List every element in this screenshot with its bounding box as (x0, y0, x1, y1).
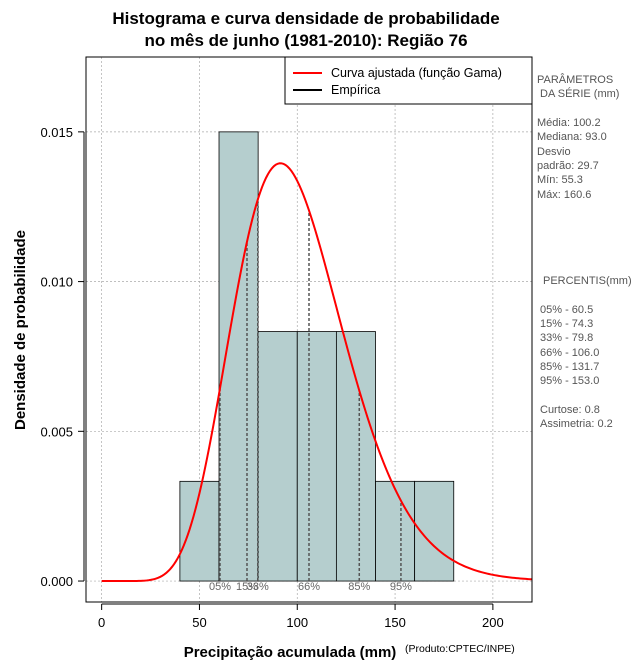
percentis-title: PERCENTIS(mm) (543, 275, 632, 287)
percentis-panel: PERCENTIS(mm) 05% - 60.5 15% - 74.3 33% … (540, 275, 632, 430)
params-title-2: DA SÉRIE (mm) (540, 87, 619, 100)
assimetria: Assimetria: 0.2 (540, 418, 613, 430)
param-mediana: Mediana: 93.0 (537, 131, 607, 143)
histogram-bar-5 (375, 480, 416, 582)
histogram-bar-4 (335, 331, 376, 582)
chart-title-line1: Histograma e curva densidade de probabil… (112, 9, 499, 28)
credit-text: (Produto:CPTEC/INPE) (405, 643, 515, 655)
gamma-curve (101, 162, 533, 583)
legend-box (284, 56, 533, 105)
percentil-05: 05% - 60.5 (540, 304, 593, 316)
params-title-1: PARÂMETROS (537, 73, 613, 86)
x-tick-label-0: 0 (98, 615, 105, 630)
chart-title-line2: no mês de junho (1981-2010): Região 76 (144, 31, 467, 50)
y-tick-label-2: 0.010 (40, 275, 73, 290)
y-axis: 0.000 0.005 0.010 0.015 (40, 125, 85, 589)
legend-empirical-label: Empírica (331, 83, 380, 97)
percentil-66: 66% - 106.0 (540, 347, 599, 359)
legend: Curva ajustada (função Gama) Empírica (284, 56, 533, 105)
curtose: Curtose: 0.8 (540, 404, 600, 416)
percentile-label-5: 95% (390, 581, 412, 593)
y-tick-label-3: 0.015 (40, 125, 73, 140)
param-min: Mín: 55.3 (537, 174, 583, 186)
gamma-curve-layer (101, 162, 533, 583)
x-tick-label-2: 100 (286, 615, 308, 630)
histogram-bar-3 (296, 331, 337, 582)
y-axis-label: Densidade de probabilidade (12, 230, 29, 430)
histogram-bar-6 (414, 480, 455, 582)
percentile-label-2: 33% (247, 581, 269, 593)
x-tick-label-3: 150 (384, 615, 406, 630)
percentil-85: 85% - 131.7 (540, 361, 599, 373)
x-tick-label-4: 200 (482, 615, 504, 630)
percentil-15: 15% - 74.3 (540, 318, 593, 330)
x-tick-label-1: 50 (192, 615, 206, 630)
x-axis: 0 50 100 150 200 (98, 603, 504, 630)
param-padrao: padrão: 29.7 (537, 160, 599, 172)
percentile-label-1: 15% (236, 581, 258, 593)
percentil-95: 95% - 153.0 (540, 375, 599, 387)
y-tick-label-0: 0.000 (40, 574, 73, 589)
percentile-label-3: 66% (298, 581, 320, 593)
percentile-labels: 05% 15%33% 66% 85% 95% (209, 581, 412, 593)
y-tick-label-1: 0.005 (40, 424, 73, 439)
grid (86, 57, 532, 602)
percentile-label-0: 05% (209, 581, 231, 593)
params-panel: PARÂMETROS DA SÉRIE (mm) Média: 100.2 Me… (537, 73, 619, 201)
histogram-bar-2 (257, 331, 298, 582)
param-media: Média: 100.2 (537, 117, 601, 129)
percentile-label-4: 85% (348, 581, 370, 593)
param-desvio: Desvio (537, 146, 571, 158)
param-max: Máx: 160.6 (537, 189, 591, 201)
percentile-lines (219, 199, 402, 582)
x-axis-label: Precipitação acumulada (mm) (184, 644, 397, 660)
percentil-33: 33% - 79.8 (540, 332, 593, 344)
legend-curve-label: Curva ajustada (função Gama) (331, 66, 502, 80)
histogram-bars (179, 131, 455, 582)
